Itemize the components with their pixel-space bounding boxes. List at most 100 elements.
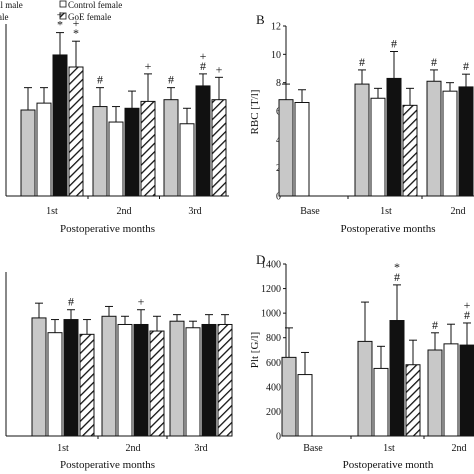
bar xyxy=(185,327,201,437)
x-tick-label: Base xyxy=(303,443,323,454)
significance-marker: # xyxy=(431,55,437,69)
bar xyxy=(426,80,442,197)
significance-marker: # xyxy=(200,59,206,73)
bar xyxy=(20,109,36,197)
y-tick-label: 200 xyxy=(266,407,281,418)
bar xyxy=(179,123,195,197)
y-tick-label: 8 xyxy=(276,78,281,89)
x-tick-label: 1st xyxy=(46,206,58,217)
significance-marker: # xyxy=(394,270,400,284)
y-tick-label: 1400 xyxy=(261,260,281,271)
significance-marker: # xyxy=(391,37,397,51)
bar xyxy=(68,66,84,197)
y-tick-label: 1000 xyxy=(261,309,281,320)
bar xyxy=(354,83,370,197)
legend-swatch-hatch xyxy=(59,12,67,20)
bar xyxy=(63,319,79,437)
y-tick-label: 0 xyxy=(276,192,281,203)
bar xyxy=(47,332,63,437)
chart-panel-b: 024681012Base1st2ndPostoperative monthsR… xyxy=(249,12,474,235)
bar xyxy=(92,106,108,197)
bar xyxy=(140,100,156,197)
bar xyxy=(169,320,185,437)
bar xyxy=(278,99,294,197)
bar xyxy=(149,330,165,437)
chart-panel-c: 1st 2nd 3rd Postoperative months # + xyxy=(5,272,233,471)
significance-marker: # xyxy=(97,73,103,87)
bar xyxy=(133,323,149,437)
y-tick-label: 600 xyxy=(266,358,281,369)
significance-marker: + xyxy=(464,298,471,312)
bar xyxy=(386,77,402,197)
chart-panel-d: 0 200 400 600 800 1000 1200 1400 Base 1st 2nd Posto… xyxy=(249,252,474,471)
bar xyxy=(405,364,421,437)
bar xyxy=(79,333,95,437)
bar xyxy=(389,320,405,437)
legend-swatch-white xyxy=(59,0,67,8)
y-tick-label: 800 xyxy=(266,333,281,344)
y-axis-title: Plt [G/l] xyxy=(249,332,261,368)
bar xyxy=(427,349,443,437)
bar xyxy=(101,315,117,437)
y-tick-label: 1200 xyxy=(261,284,281,295)
x-axis-title: Postoperative month xyxy=(343,459,434,471)
bar xyxy=(370,97,386,197)
y-tick-label: 0 xyxy=(276,432,281,443)
legend-label: ll male xyxy=(0,0,23,10)
y-tick-label: 12 xyxy=(271,22,281,33)
x-tick-label: 1st xyxy=(383,443,395,454)
significance-marker: + xyxy=(216,62,223,76)
bar xyxy=(201,323,217,437)
x-tick-label: 3rd xyxy=(194,443,207,454)
bar xyxy=(31,317,47,437)
x-tick-label: 2nd xyxy=(452,443,467,454)
x-tick-label: 2nd xyxy=(117,206,132,217)
significance-marker: # xyxy=(464,308,470,322)
bar xyxy=(294,102,310,197)
y-tick-label: 400 xyxy=(266,382,281,393)
x-tick-label: 1st xyxy=(57,443,69,454)
bar xyxy=(195,85,211,197)
bar xyxy=(297,374,313,437)
significance-marker: # xyxy=(68,295,74,309)
significance-marker: # xyxy=(168,73,174,87)
significance-marker: * xyxy=(394,260,400,274)
bar xyxy=(163,99,179,197)
legend-label: ale xyxy=(0,12,9,22)
bar xyxy=(357,340,373,437)
significance-marker: # xyxy=(432,318,438,332)
significance-marker: # xyxy=(463,59,469,73)
x-tick-label: 2nd xyxy=(126,443,141,454)
bar xyxy=(443,343,459,437)
bar xyxy=(217,323,233,437)
legend-label: GoE female xyxy=(68,12,111,22)
legend-label: Control female xyxy=(68,0,122,10)
significance-marker: + xyxy=(200,49,207,63)
significance-marker: + xyxy=(57,8,64,22)
bar xyxy=(211,99,227,197)
significance-marker: + xyxy=(145,59,152,73)
panel-label: B xyxy=(256,12,265,27)
significance-marker: * xyxy=(73,26,79,40)
bar xyxy=(373,367,389,437)
bar xyxy=(281,356,297,437)
x-tick-label: Base xyxy=(300,206,320,217)
bar xyxy=(52,54,68,197)
x-tick-label: 2nd xyxy=(451,206,466,217)
bar xyxy=(108,121,124,197)
significance-marker: + xyxy=(138,295,145,309)
bar xyxy=(124,107,140,197)
x-axis-title: Postoperative months xyxy=(340,223,435,235)
x-axis-title: Postoperative months xyxy=(60,459,155,471)
x-tick-label: 1st xyxy=(380,206,392,217)
y-tick-label: 10 xyxy=(271,50,281,61)
panel-label: D xyxy=(256,252,265,267)
x-axis-title: Postoperative months xyxy=(60,223,155,235)
bar xyxy=(36,102,52,197)
legend: ll male ale Control female GoE female xyxy=(0,0,122,22)
x-tick-label: 3rd xyxy=(188,206,201,217)
bar xyxy=(402,104,418,197)
